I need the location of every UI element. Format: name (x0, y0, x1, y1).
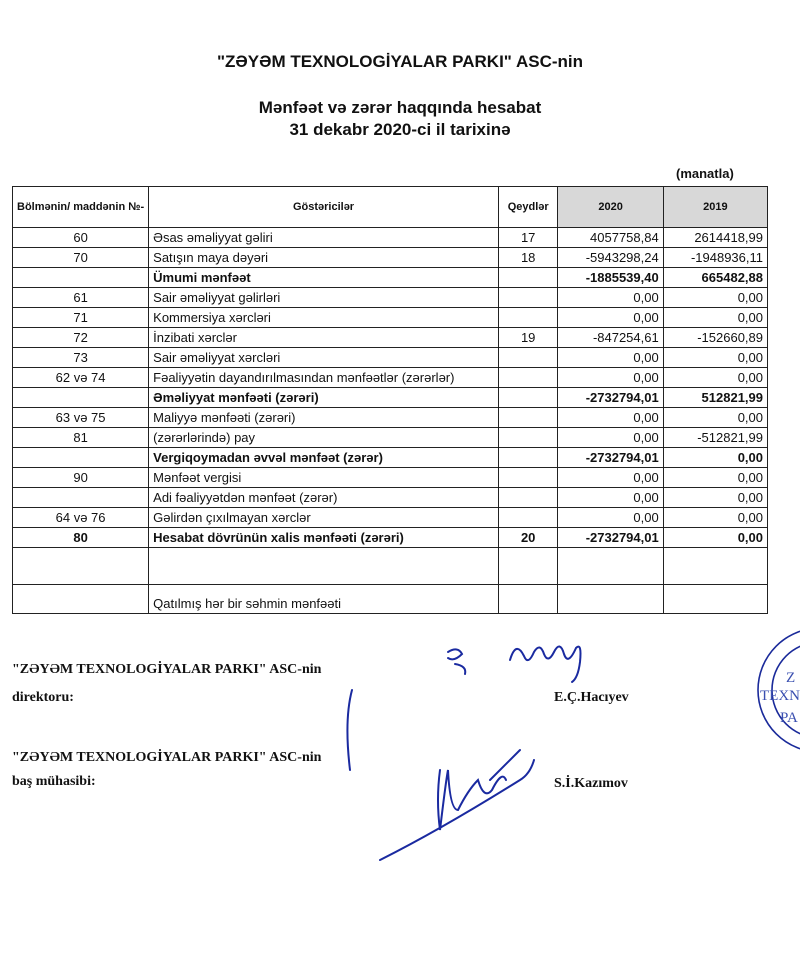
empty-cell (662, 547, 769, 585)
signature (346, 689, 353, 771)
signer-name: E.Ç.Hacıyev (554, 690, 629, 705)
cell: 18 (497, 247, 559, 268)
signature (379, 749, 535, 861)
table-row: 90 Mənfəət vergisi 0,00 0,00 (11, 467, 769, 488)
row-label: Kommersiya xərcləri (148, 307, 499, 328)
table-row: Vergiqoymadan əvvəl mənfəət (zərər) -2732… (11, 447, 769, 468)
title: "ZƏYƏM TEXNOLOGİYALAR PARKI" ASC-nin (216, 52, 583, 71)
table-row: 60 Əsas əməliyyat gəliri 17 4057758,84 26144… (11, 227, 769, 248)
signer-org: "ZƏYƏM TEXNOLOGİYALAR PARKI" ASC-nin (12, 662, 322, 677)
row-label: Satışın maya dəyəri (148, 247, 499, 268)
cell: 0,00 (557, 507, 664, 528)
cell: 0,00 (662, 407, 769, 428)
signer-name: S.İ.Kazımov (554, 776, 628, 791)
empty-cell (148, 547, 499, 585)
cell: 19 (497, 327, 559, 348)
stamp-line: PA (780, 710, 798, 726)
cell: -512821,99 (662, 427, 769, 448)
row-label: Qatılmış hər bir səhmin mənfəəti (148, 584, 499, 614)
column-header: 2019 (662, 186, 769, 228)
cell: 0,00 (662, 447, 769, 468)
cell: -2732794,01 (557, 527, 664, 548)
empty-cell (497, 547, 559, 585)
signer-role: direktoru: (12, 690, 74, 705)
cell: -1948936,11 (662, 247, 769, 268)
column-header: Qeydlər (497, 186, 559, 228)
row-label: Fəaliyyətin dayandırılmasından mənfəətlə… (148, 367, 499, 388)
spacer-row (11, 547, 769, 585)
column-header: Göstəricilər (148, 186, 499, 228)
cell: 0,00 (662, 307, 769, 328)
cell: 0,00 (662, 507, 769, 528)
signature (509, 645, 582, 683)
row-label: Əsas əməliyyat gəliri (148, 227, 499, 248)
row-label: Əməliyyat mənfəəti (zərəri) (148, 387, 499, 408)
column-header: Bölmənin/ maddənin №- (11, 186, 150, 228)
table-row: 64 və 76 Gəlirdən çıxılmayan xərclər 0,00 0… (11, 507, 769, 528)
cell: -1885539,40 (557, 267, 664, 288)
row-label: Hesabat dövrünün xalis mənfəəti (zərəri) (148, 527, 499, 548)
cell: 0,00 (662, 347, 769, 368)
table-body: 60 Əsas əməliyyat gəliri 17 4057758,84 26144… (11, 227, 769, 614)
table-row: 72 İnzibati xərclər 19 -847254,61 -152660,89 (11, 327, 769, 348)
signature (447, 648, 467, 675)
cell: 4057758,84 (557, 227, 664, 248)
cell: -152660,89 (662, 327, 769, 348)
stamp-line: TEXNOLO (760, 688, 800, 704)
signer-org: "ZƏYƏM TEXNOLOGİYALAR PARKI" ASC-nin (12, 750, 322, 765)
table-row: Adi fəaliyyətdən mənfəət (zərər) 0,00 0,00 (11, 487, 769, 508)
signatures-ink (346, 645, 582, 861)
table-row: 81 (zərərlərində) pay 0,00 -512821,99 (11, 427, 769, 448)
subtitle: Mənfəət və zərər haqqında hesabat (258, 98, 542, 117)
row-label: Sair əməliyyat gəlirləri (148, 287, 499, 308)
cell: 62 və 74 (11, 367, 150, 388)
table-row: Əməliyyat mənfəəti (zərəri) -2732794,01 51… (11, 387, 769, 408)
stamp (757, 630, 800, 750)
table-row: 73 Sair əməliyyat xərcləri 0,00 0,00 (11, 347, 769, 368)
stamp-line: Z (786, 670, 795, 686)
cell: -2732794,01 (557, 387, 664, 408)
cell (557, 584, 664, 614)
unit: (manatla) (676, 166, 734, 181)
signer-role: baş mühasibi: (12, 774, 96, 789)
cell (662, 584, 769, 614)
cell (11, 584, 150, 614)
cell: 0,00 (662, 487, 769, 508)
cell: 63 və 75 (11, 407, 150, 428)
header-row: Bölmənin/ maddənin №- Göstəricilər Qeydlər… (11, 186, 769, 228)
cell: 70 (11, 247, 150, 268)
column-header: 2020 (557, 186, 664, 228)
cell: -2732794,01 (557, 447, 664, 468)
stamp-text: Z TEXNOLO PA (760, 670, 800, 726)
table-row: 80 Hesabat dövrünün xalis mənfəəti (zərər… (11, 527, 769, 548)
table-row: Qatılmış hər bir səhmin mənfəəti (11, 584, 769, 614)
cell: 0,00 (557, 407, 664, 428)
table-row: 70 Satışın maya dəyəri 18 -5943298,24 -19489… (11, 247, 769, 268)
report-table: Bölmənin/ maddənin №- Göstəricilər Qeydlər… (11, 186, 769, 614)
table-row: Ümumi mənfəət -1885539,40 665482,88 (11, 267, 769, 288)
date: 31 dekabr 2020-ci il tarixinə (289, 120, 511, 139)
